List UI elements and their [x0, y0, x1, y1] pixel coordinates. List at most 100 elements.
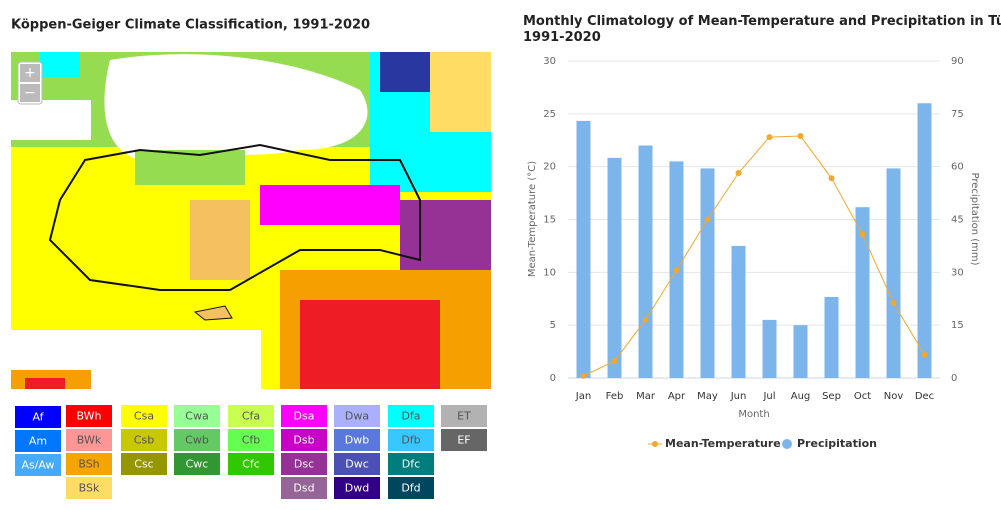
zoom-out-button[interactable]	[20, 84, 40, 102]
legend-label: Dfc	[402, 458, 420, 471]
legend-label: Dfa	[401, 410, 420, 423]
bar	[917, 103, 932, 379]
region	[190, 200, 250, 280]
line	[583, 135, 925, 377]
border	[48, 143, 421, 291]
sea	[11, 100, 91, 140]
bar	[731, 245, 746, 378]
legend-swatch	[441, 429, 487, 451]
map: + −	[11, 52, 491, 389]
y-tick-label: 30	[543, 56, 556, 67]
legend-swatch	[281, 477, 327, 499]
bar	[576, 120, 591, 378]
zoom-out-label[interactable]: −	[24, 85, 36, 101]
region	[25, 378, 65, 389]
legend-marker	[652, 441, 658, 447]
legend-swatch	[66, 405, 112, 427]
legend-swatch	[174, 429, 220, 451]
bar	[700, 168, 715, 378]
y-axis-label: Mean-Temperature (°C)	[527, 161, 538, 277]
y2-tick-label: 60	[951, 162, 964, 173]
y-tick-label: 0	[550, 373, 556, 384]
legend-label: Precipitation	[797, 437, 877, 450]
legend-label: Cfa	[242, 410, 260, 423]
legend-swatch	[15, 454, 61, 476]
legend-swatch	[281, 405, 327, 427]
legend-label: Dfb	[401, 434, 420, 447]
legend-label: Dsb	[293, 434, 314, 447]
legend-swatch	[174, 453, 220, 475]
title-line: Monthly Climatology of Mean-Temperature …	[523, 14, 1001, 29]
legend-label: Cwb	[185, 434, 209, 447]
sea	[104, 54, 368, 160]
zoom-in-button[interactable]	[20, 64, 40, 82]
point	[828, 175, 835, 182]
bar	[886, 168, 901, 378]
region	[135, 150, 245, 185]
legend-swatch	[334, 453, 380, 475]
legend-swatch	[334, 477, 380, 499]
legend-label: Dwc	[345, 458, 369, 471]
x-axis-label: Month	[738, 409, 769, 420]
point	[735, 170, 742, 177]
point	[859, 231, 866, 238]
x-tick-label: Aug	[791, 391, 811, 402]
legend-label: Dwa	[345, 410, 369, 423]
legend-swatch	[66, 453, 112, 475]
point	[921, 351, 928, 358]
legend-swatch	[228, 429, 274, 451]
legend-swatch	[281, 453, 327, 475]
legend-label: Cwa	[185, 410, 208, 423]
legend-label: BSh	[78, 458, 99, 471]
legend-swatch	[334, 405, 380, 427]
legend-label: As/Aw	[21, 459, 54, 472]
region	[380, 52, 430, 92]
legend-swatch	[174, 405, 220, 427]
y2-tick-label: 75	[951, 109, 964, 120]
legend-swatch	[15, 430, 61, 452]
legend-swatch	[388, 405, 434, 427]
point	[797, 133, 804, 140]
legend-label: Dwb	[345, 434, 369, 447]
y-tick-label: 5	[550, 320, 556, 331]
legend-marker	[782, 439, 792, 449]
legend-label: Cfc	[242, 458, 260, 471]
legend-swatch	[334, 429, 380, 451]
legend-swatch	[441, 405, 487, 427]
x-tick-label: Jan	[575, 391, 591, 402]
legend-label: Dfd	[401, 482, 420, 495]
region	[300, 300, 440, 389]
legend-swatch	[66, 477, 112, 499]
legend-label: Am	[29, 435, 47, 448]
x-tick-label: Feb	[606, 391, 624, 402]
zoom-in-label[interactable]: +	[24, 65, 36, 81]
legend-label: Cwc	[186, 458, 209, 471]
legend-swatch	[228, 453, 274, 475]
x-tick-label: Jul	[762, 391, 775, 402]
x-tick-label: Sep	[822, 391, 841, 402]
point	[673, 267, 680, 274]
legend-label: BSk	[79, 482, 100, 495]
bar	[638, 145, 653, 378]
chart-title: Monthly Climatology of Mean-Temperature …	[523, 14, 1001, 45]
legend-swatch	[388, 453, 434, 475]
map-title: Köppen-Geiger Climate Classification, 19…	[11, 18, 370, 33]
x-tick-label: May	[697, 391, 718, 402]
map-legend: Af Am As/Aw BWh BWk BSh BSk Csa Csb Csc Cwa Cwb Cwc C…	[15, 405, 487, 499]
y-tick-label: 10	[543, 267, 556, 278]
bar	[855, 207, 870, 378]
legend-label: Mean-Temperature	[665, 437, 781, 450]
legend-label: Dwd	[345, 482, 369, 495]
y2-axis-label: Precipitation (mm)	[969, 173, 980, 266]
legend-label: Dsc	[294, 458, 314, 471]
chart: 0 5 10 15 20 25 30 0 15 30 45 60 75 90 Mean-Temperatur…	[527, 56, 980, 450]
y-tick-label: 25	[543, 109, 556, 120]
legend-swatch	[281, 429, 327, 451]
point	[642, 316, 649, 323]
y2-tick-label: 0	[951, 373, 957, 384]
legend-label: Cfb	[242, 434, 261, 447]
legend-swatch	[121, 453, 167, 475]
y2-tick-label: 30	[951, 267, 964, 278]
